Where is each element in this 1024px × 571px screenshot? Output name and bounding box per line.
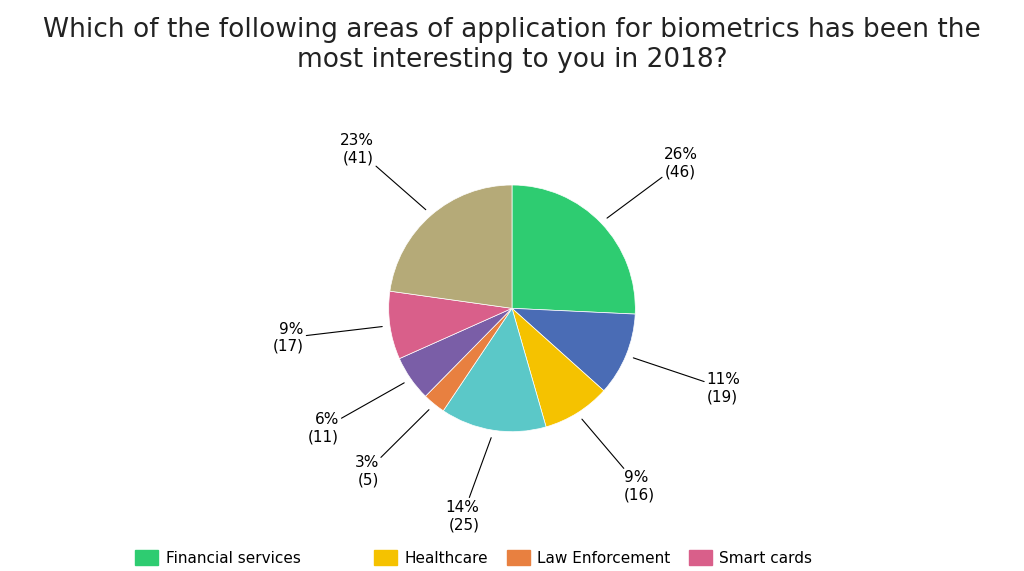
- Wedge shape: [425, 308, 512, 411]
- Wedge shape: [399, 308, 512, 396]
- Text: 14%
(25): 14% (25): [445, 437, 492, 533]
- Text: 9%
(17): 9% (17): [272, 321, 382, 354]
- Wedge shape: [512, 308, 635, 391]
- Wedge shape: [512, 185, 635, 314]
- Wedge shape: [390, 185, 512, 308]
- Text: 26%
(46): 26% (46): [607, 147, 698, 218]
- Text: 9%
(16): 9% (16): [582, 419, 655, 503]
- Text: Which of the following areas of application for biometrics has been the
most int: Which of the following areas of applicat…: [43, 17, 981, 73]
- Text: 11%
(19): 11% (19): [633, 358, 740, 404]
- Wedge shape: [443, 308, 546, 432]
- Text: 3%
(5): 3% (5): [354, 409, 429, 488]
- Legend: Financial services, Consumer device access, Healthcare, Enterprise, Law Enforcem: Financial services, Consumer device acce…: [128, 542, 896, 571]
- Text: 6%
(11): 6% (11): [308, 383, 404, 445]
- Text: 23%
(41): 23% (41): [340, 133, 426, 210]
- Wedge shape: [512, 308, 604, 427]
- Wedge shape: [389, 291, 512, 359]
